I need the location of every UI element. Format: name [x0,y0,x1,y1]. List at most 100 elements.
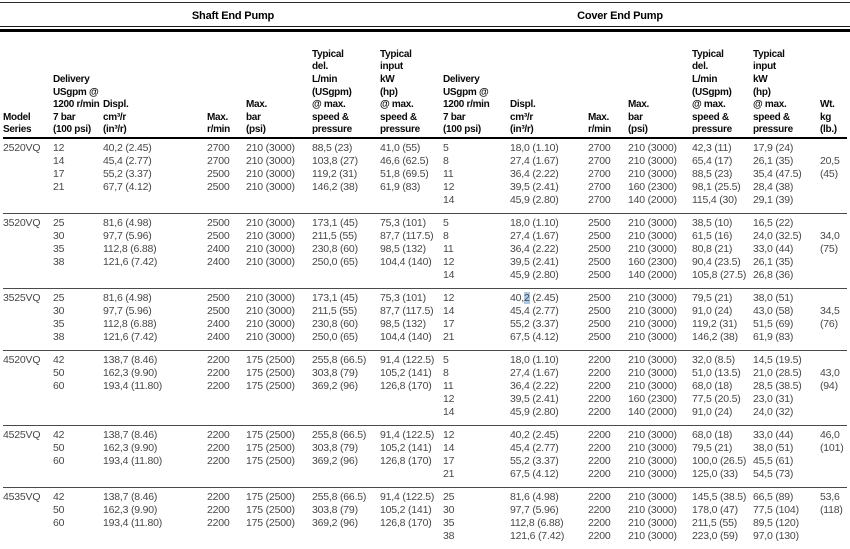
header-shaft-displ: Displ. cm³/r (in³/r) [103,33,207,139]
cell-shaft-displ: 97,7 (5.96) [103,305,152,317]
cell-shaft-typ-input: 105,2 (141) [380,504,432,516]
cell-cover-typ-del: 146,2 (38) [692,331,738,343]
cell-wt [820,351,847,368]
model-block-4525VQ: 4525VQ 42 138,7 (8.46) 2200 175 (2500) 255,8 … [3,425,847,488]
cell-cover-delivery: 30 [443,504,455,516]
table-row: 60 193,4 (11.80) 2200 175 (2500) 369,2 (96) 1… [3,380,847,393]
cell-cover-rpm: 2500 [588,318,611,330]
cell-shaft-delivery: 42 [53,429,65,441]
cell-cover-delivery: 21 [443,468,455,480]
cell-model [3,155,53,168]
cell-shaft-bar: 210 (3000) [246,243,295,255]
cell-cover-typ-del: 145,5 (38.5) [692,491,747,503]
header-shaft-typ-del: Typical del. L/min (USgpm) @ max. speed & pres… [312,33,380,139]
cell-shaft-typ-del [312,468,380,488]
cell-cover-typ-input: 24,0 (32.5) [753,230,802,242]
table-row: 60 193,4 (11.80) 2200 175 (2500) 369,2 (96) 1… [3,455,847,468]
header-cover-delivery: Delivery USgpm @1200 r/min 7 bar (100 psi) [443,33,510,139]
cell-cover-bar: 210 (3000) [628,331,677,343]
cell-cover-typ-del: 90,4 (23.5) [692,256,741,268]
cell-shaft-typ-del: 250,0 (65) [312,331,358,343]
cell-shaft-displ [103,530,207,549]
cell-shaft-delivery: 14 [53,155,65,167]
cell-cover-rpm: 2200 [588,367,611,379]
cell-shaft-displ: 138,7 (8.46) [103,491,158,503]
cell-cover-typ-input: 26,1 (35) [753,155,794,167]
cell-shaft-rpm [207,393,246,406]
cell-cover-bar: 140 (2000) [628,406,677,418]
cell-cover-displ: 55,2 (3.37) [510,455,559,467]
cell-cover-typ-input: 77,5 (104) [753,504,799,516]
cell-cover-delivery: 11 [443,243,454,255]
cell-shaft-typ-del [312,530,380,549]
cell-shaft-typ-del: 173,1 (45) [312,292,358,304]
cell-wt [820,289,847,306]
cell-wt [820,214,847,231]
cell-cover-rpm: 2700 [588,142,611,154]
cell-cover-typ-input: 66,5 (89) [753,491,794,503]
cell-cover-typ-input: 51,5 (69) [753,318,794,330]
cell-shaft-typ-del: 230,8 (60) [312,243,358,255]
cell-shaft-typ-del: 211,5 (55) [312,305,358,317]
cell-shaft-displ: 81,6 (4.98) [103,217,152,229]
cell-model [3,168,53,181]
cell-cover-displ: 55,2 (3.37) [510,318,559,330]
cell-shaft-typ-del: 255,8 (66.5) [312,354,367,366]
cell-shaft-typ-del: 230,8 (60) [312,318,358,330]
cell-shaft-typ-input: 105,2 (141) [380,442,432,454]
cell-cover-bar: 210 (3000) [628,243,677,255]
cell-shaft-displ: 138,7 (8.46) [103,354,158,366]
table-row: 4520VQ 42 138,7 (8.46) 2200 175 (2500) 255,8 … [3,351,847,368]
cell-shaft-typ-input [380,269,443,289]
table-row: 30 97,7 (5.96) 2500 210 (3000) 211,5 (55) 87,… [3,230,847,243]
cell-cover-typ-del: 80,8 (21) [692,243,733,255]
cell-shaft-rpm: 2200 [207,442,230,454]
cell-cover-bar: 160 (2300) [628,393,677,405]
table-row: 4535VQ 42 138,7 (8.46) 2200 175 (2500) 255,8 … [3,488,847,505]
cell-shaft-displ: 67,7 (4.12) [103,181,152,193]
cell-shaft-delivery: 60 [53,517,65,529]
group-underline-thin [0,26,850,27]
cell-cover-rpm: 2500 [588,243,611,255]
cell-shaft-typ-input: 104,4 (140) [380,256,432,268]
cell-shaft-rpm: 2500 [207,181,230,193]
cell-cover-rpm: 2500 [588,305,611,317]
cell-cover-bar: 210 (3000) [628,429,677,441]
cell-cover-rpm: 2200 [588,442,611,454]
cell-model [3,406,53,426]
header-wt: Wt. kg (lb.) [820,33,847,139]
cell-cover-bar: 210 (3000) [628,155,677,167]
cell-cover-typ-input: 23,0 (31) [753,393,794,405]
cell-cover-delivery: 14 [443,269,455,281]
cell-cover-displ: 121,6 (7.42) [510,530,565,542]
table-row: 38 121,6 (7.42) 2400 210 (3000) 250,0 (65) 10… [3,331,847,351]
cell-shaft-bar: 210 (3000) [246,230,295,242]
cell-cover-delivery: 12 [443,429,455,441]
cell-cover-typ-del: 51,0 (13.5) [692,367,741,379]
cell-shaft-typ-del: 303,8 (79) [312,367,358,379]
cell-shaft-rpm: 2200 [207,354,230,366]
cell-cover-delivery: 12 [443,181,455,193]
cell-shaft-delivery: 42 [53,491,65,503]
cell-cover-rpm: 2200 [588,380,611,392]
cell-model [3,230,53,243]
cell-model [3,269,53,289]
model-block-3520VQ: 3520VQ 25 81,6 (4.98) 2500 210 (3000) 173,1 (… [3,213,847,289]
cell-shaft-rpm: 2200 [207,455,230,467]
cell-shaft-bar [246,194,312,214]
cell-shaft-rpm: 2700 [207,155,230,167]
cell-shaft-rpm: 2200 [207,504,230,516]
cell-cover-rpm: 2500 [588,256,611,268]
cell-shaft-delivery: 17 [53,168,65,180]
cell-cover-displ: 27,4 (1.67) [510,367,559,379]
cell-cover-typ-del: 211,5 (55) [692,517,738,529]
cell-cover-typ-input: 26,1 (35) [753,256,794,268]
cell-wt [820,393,847,406]
cell-cover-bar: 160 (2300) [628,181,677,193]
cell-shaft-delivery: 38 [53,256,65,268]
cell-cover-displ: 81,6 (4.98) [510,491,559,503]
cell-wt [820,517,847,530]
cell-shaft-rpm [207,530,246,549]
cell-shaft-typ-del [312,393,380,406]
model-block-4520VQ: 4520VQ 42 138,7 (8.46) 2200 175 (2500) 255,8 … [3,350,847,426]
